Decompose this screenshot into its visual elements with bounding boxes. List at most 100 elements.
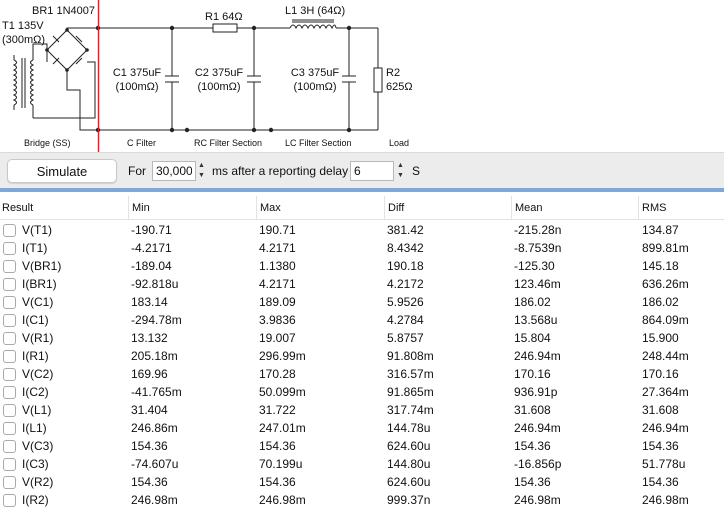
stepper-up-icon[interactable]: ▲ xyxy=(198,162,205,169)
stepper-down-icon[interactable]: ▼ xyxy=(397,172,404,179)
row-checkbox[interactable] xyxy=(3,332,16,345)
results-table-header: Result Min Max Diff Mean RMS xyxy=(0,196,724,220)
duration-stepper[interactable]: ▲ ▼ xyxy=(196,161,207,181)
table-row[interactable]: V(C3) 154.36 154.36 624.60u 154.36 154.36 xyxy=(0,437,724,455)
row-checkbox[interactable] xyxy=(3,368,16,381)
cell-min: -74.607u xyxy=(131,457,179,471)
column-header-diff[interactable]: Diff xyxy=(384,196,511,220)
duration-input[interactable] xyxy=(152,161,196,181)
cell-result: V(R2) xyxy=(22,475,54,489)
column-header-mean[interactable]: Mean xyxy=(511,196,638,220)
cell-rms: 864.09m xyxy=(642,313,689,327)
reporting-delay-input[interactable] xyxy=(350,161,394,181)
cell-mean: 15.804 xyxy=(514,331,551,345)
cell-diff: 5.8757 xyxy=(387,331,424,345)
cell-mean: -16.856p xyxy=(514,457,562,471)
cell-max: 31.722 xyxy=(259,403,296,417)
cell-max: 190.71 xyxy=(259,223,296,237)
simulate-button[interactable]: Simulate xyxy=(7,159,117,183)
delay-stepper[interactable]: ▲ ▼ xyxy=(395,161,406,181)
table-row[interactable]: I(C2) -41.765m 50.099m 91.865m 936.91p 27.364… xyxy=(0,383,724,401)
row-checkbox[interactable] xyxy=(3,494,16,507)
stepper-down-icon[interactable]: ▼ xyxy=(198,172,205,179)
cap3-label: C3 375uF xyxy=(290,67,340,79)
cell-max: 70.199u xyxy=(259,457,303,471)
cell-max: 296.99m xyxy=(259,349,306,363)
table-row[interactable]: I(R1) 205.18m 296.99m 91.808m 246.94m 248.44m xyxy=(0,347,724,365)
simulation-toolbar: Simulate For ▲ ▼ ms after a reporting de… xyxy=(0,152,724,188)
table-row[interactable]: V(R1) 13.132 19.007 5.8757 15.804 15.900 xyxy=(0,329,724,347)
cell-rms: 27.364m xyxy=(642,385,689,399)
cell-max: 50.099m xyxy=(259,385,306,399)
cell-rms: 246.98m xyxy=(642,493,689,507)
cell-rms: 170.16 xyxy=(642,367,679,381)
cell-min: -92.818u xyxy=(131,277,179,291)
row-checkbox[interactable] xyxy=(3,386,16,399)
table-row[interactable]: I(T1) -4.2171 4.2171 8.4342 -8.7539n 899.81m xyxy=(0,239,724,257)
table-row[interactable]: V(R2) 154.36 154.36 624.60u 154.36 154.36 xyxy=(0,473,724,491)
section-label-c-filter: C Filter xyxy=(127,138,156,148)
cell-mean: 13.568u xyxy=(514,313,558,327)
cell-min: -4.2171 xyxy=(131,241,172,255)
row-checkbox[interactable] xyxy=(3,242,16,255)
cell-mean: 123.46m xyxy=(514,277,561,291)
cell-rms: 134.87 xyxy=(642,223,679,237)
cell-diff: 91.865m xyxy=(387,385,434,399)
table-row[interactable]: V(BR1) -189.04 1.1380 190.18 -125.30 145.18 xyxy=(0,257,724,275)
cell-mean: 154.36 xyxy=(514,475,551,489)
row-checkbox[interactable] xyxy=(3,314,16,327)
cell-mean: 154.36 xyxy=(514,439,551,453)
cell-result: I(T1) xyxy=(22,241,48,255)
table-row[interactable]: I(BR1) -92.818u 4.2171 4.2172 123.46m 636.26m xyxy=(0,275,724,293)
row-checkbox[interactable] xyxy=(3,476,16,489)
cell-min: -189.04 xyxy=(131,259,172,273)
resistor1-label: R1 64Ω xyxy=(205,11,243,23)
row-checkbox[interactable] xyxy=(3,404,16,417)
cell-result: I(C2) xyxy=(22,385,49,399)
cell-max: 4.2171 xyxy=(259,241,296,255)
table-row[interactable]: I(R2) 246.98m 246.98m 999.37n 246.98m 246.98m xyxy=(0,491,724,509)
row-checkbox[interactable] xyxy=(3,260,16,273)
table-row[interactable]: V(L1) 31.404 31.722 317.74m 31.608 31.608 xyxy=(0,401,724,419)
cell-max: 4.2171 xyxy=(259,277,296,291)
table-row[interactable]: V(C1) 183.14 189.09 5.9526 186.02 186.02 xyxy=(0,293,724,311)
table-row[interactable]: I(L1) 246.86m 247.01m 144.78u 246.94m 246.94m xyxy=(0,419,724,437)
row-checkbox[interactable] xyxy=(3,422,16,435)
cell-min: 169.96 xyxy=(131,367,168,381)
table-row[interactable]: V(C2) 169.96 170.28 316.57m 170.16 170.16 xyxy=(0,365,724,383)
column-header-result[interactable]: Result xyxy=(2,202,34,214)
transformer-resistance-label: (300mΩ) xyxy=(2,34,46,46)
column-header-rms[interactable]: RMS xyxy=(638,196,724,220)
cell-max: 3.9836 xyxy=(259,313,296,327)
cell-result: I(BR1) xyxy=(22,277,57,291)
table-row[interactable]: V(T1) -190.71 190.71 381.42 -215.28n 134.87 xyxy=(0,221,724,239)
row-checkbox[interactable] xyxy=(3,224,16,237)
cell-min: 246.86m xyxy=(131,421,178,435)
cell-max: 154.36 xyxy=(259,475,296,489)
table-row[interactable]: I(C3) -74.607u 70.199u 144.80u -16.856p 51.77… xyxy=(0,455,724,473)
cell-min: -294.78m xyxy=(131,313,182,327)
inductor-label: L1 3H (64Ω) xyxy=(285,5,346,17)
row-checkbox[interactable] xyxy=(3,296,16,309)
row-checkbox[interactable] xyxy=(3,278,16,291)
cell-min: 205.18m xyxy=(131,349,178,363)
for-label: For xyxy=(128,164,146,178)
row-checkbox[interactable] xyxy=(3,440,16,453)
cell-max: 154.36 xyxy=(259,439,296,453)
cell-rms: 899.81m xyxy=(642,241,689,255)
cell-diff: 4.2784 xyxy=(387,313,424,327)
cell-result: V(L1) xyxy=(22,403,52,417)
row-checkbox[interactable] xyxy=(3,458,16,471)
cell-max: 246.98m xyxy=(259,493,306,507)
cell-mean: -8.7539n xyxy=(514,241,562,255)
cell-diff: 999.37n xyxy=(387,493,431,507)
column-header-min[interactable]: Min xyxy=(128,196,256,220)
stepper-up-icon[interactable]: ▲ xyxy=(397,162,404,169)
cell-result: I(L1) xyxy=(22,421,47,435)
table-row[interactable]: I(C1) -294.78m 3.9836 4.2784 13.568u 864.09m xyxy=(0,311,724,329)
cell-max: 170.28 xyxy=(259,367,296,381)
column-header-max[interactable]: Max xyxy=(256,196,384,220)
cell-min: 154.36 xyxy=(131,439,168,453)
row-checkbox[interactable] xyxy=(3,350,16,363)
cell-mean: 170.16 xyxy=(514,367,551,381)
